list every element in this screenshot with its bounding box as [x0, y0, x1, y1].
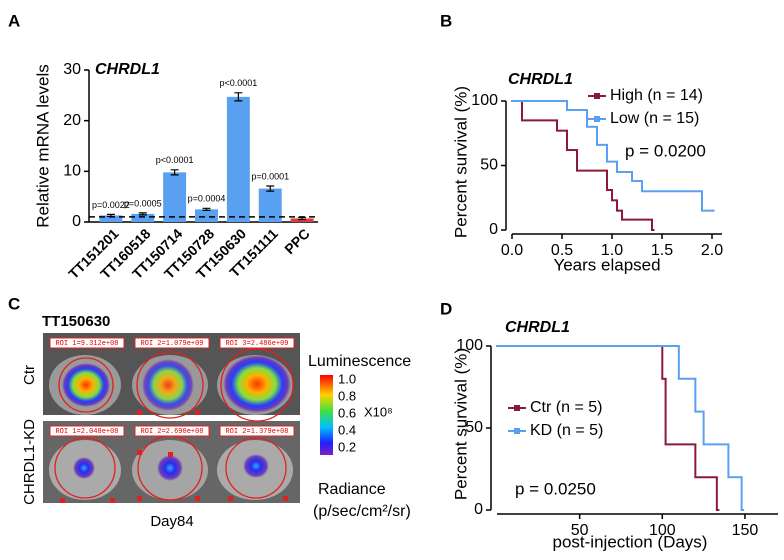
bar: [258, 188, 282, 222]
radiance-unit: (p/sec/cm²/sr): [313, 503, 411, 520]
panel-label: B: [440, 11, 452, 30]
p-value: p=0.0004: [188, 194, 226, 204]
legend-marker: [514, 428, 520, 434]
error-bar: [170, 169, 179, 176]
colorbar-tick: 0.8: [338, 388, 356, 403]
p-value: p=0.0001: [251, 171, 289, 181]
x-tick-label: PPC: [281, 225, 313, 257]
p-value: p=0.0022: [92, 200, 130, 210]
panel-c: C TT150630 ROI 1=9.312e+08 ROI 2=1.079e+…: [8, 294, 411, 529]
mouse-images: [49, 348, 294, 503]
p-value: p=0.0005: [124, 198, 162, 208]
legend-label: Ctr (n = 5): [530, 399, 602, 416]
colorbar-title: Luminescence: [308, 353, 411, 370]
y-tick-label: 30: [63, 61, 81, 78]
legend-label: Low (n = 15): [610, 110, 699, 127]
x-axis-label: Years elapsed: [553, 255, 660, 274]
colorbar-tick: 1.0: [338, 371, 356, 386]
y-tick-label: 0: [72, 213, 81, 230]
y-tick-label: 20: [63, 112, 81, 129]
colorbar-tick: 0.2: [338, 439, 356, 454]
y-tick-label: 50: [465, 419, 483, 436]
y-tick-label: 50: [480, 157, 498, 174]
y-axis-label: Relative mRNA levels: [33, 64, 52, 227]
chart-title: CHRDL1: [95, 61, 160, 78]
y-tick-label: 100: [471, 92, 498, 109]
legend-label: KD (n = 5): [530, 422, 603, 439]
roi-boxes: [49, 337, 295, 437]
error-bar: [266, 185, 275, 192]
legend-label: High (n = 14): [610, 87, 703, 104]
chart-title: CHRDL1: [508, 71, 573, 88]
x-tick-label: 1.0: [601, 242, 623, 259]
chart-title: CHRDL1: [505, 319, 570, 336]
annotation: p = 0.0250: [515, 479, 596, 498]
error-bar: [138, 212, 147, 216]
roi-label: ROI 2=2.690e+08: [140, 428, 203, 436]
x-tick-label: 100: [649, 522, 676, 539]
x-tick-label: 0.5: [551, 242, 573, 259]
radiance-title: Radiance: [318, 481, 386, 498]
x-tick-label: 0.0: [501, 242, 523, 259]
y-tick-label: 0: [489, 221, 498, 238]
p-value: p<0.0001: [156, 155, 194, 165]
x-tick-label: 150: [732, 522, 759, 539]
roi-label: ROI 3=2.486e+09: [225, 340, 288, 348]
row-label: CHRDL1-KD: [21, 419, 38, 505]
bar: [290, 218, 314, 222]
bar: [226, 96, 250, 222]
colorbar-tick: 0.4: [338, 422, 356, 437]
panel-label: D: [440, 299, 452, 318]
row-label: Ctr: [21, 365, 38, 385]
legend-marker: [514, 405, 520, 411]
y-tick-label: 0: [474, 501, 483, 518]
y-tick-label: 10: [63, 163, 81, 180]
y-axis-label: Percent survival (%): [451, 348, 470, 500]
x-tick-label: 1.5: [651, 242, 673, 259]
roi-label: ROI 2=1.079e+09: [140, 340, 203, 348]
panel-label: A: [8, 11, 20, 30]
time-label: Day84: [150, 513, 193, 530]
panel-title: TT150630: [42, 313, 110, 330]
y-axis-label: Percent survival (%): [451, 86, 470, 238]
roi-label: ROI 1=2.048e+08: [55, 428, 118, 436]
colorbar: [320, 375, 333, 455]
roi-label: ROI 2=1.379e+08: [225, 428, 288, 436]
panel-label: C: [8, 294, 20, 313]
bar: [163, 172, 187, 222]
legend-marker: [594, 93, 600, 99]
bar: [131, 213, 155, 222]
x-axis-label: post-injection (Days): [553, 532, 708, 551]
x-tick-label: 2.0: [701, 242, 723, 259]
bar: [99, 215, 123, 222]
colorbar-tick: 0.6: [338, 405, 356, 420]
error-bar: [202, 207, 211, 211]
x-tick-label: 50: [571, 522, 589, 539]
annotation: p = 0.0200: [625, 141, 706, 160]
error-bar: [234, 92, 243, 102]
legend-marker: [594, 116, 600, 122]
bar: [195, 209, 218, 222]
roi-label: ROI 1=9.312e+08: [55, 340, 118, 348]
p-value: p<0.0001: [219, 78, 257, 88]
y-tick-label: 100: [456, 337, 483, 354]
colorbar-unit: X10⁸: [364, 404, 393, 419]
